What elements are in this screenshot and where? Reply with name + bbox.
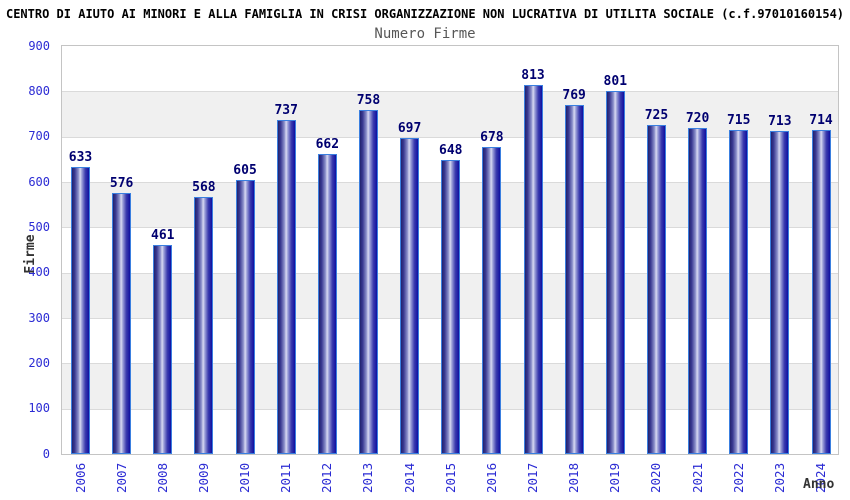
- y-tick-label-100: 100: [28, 401, 50, 416]
- x-tick-label-2016: 2016: [483, 462, 499, 493]
- y-tick-label-300: 300: [28, 310, 50, 325]
- x-tick-label-2012: 2012: [319, 462, 335, 493]
- x-tick-label-2015: 2015: [442, 462, 458, 493]
- bar-value-label: 648: [439, 143, 463, 159]
- bar-value-label: 662: [315, 136, 340, 152]
- bar-value-label: 633: [68, 150, 93, 166]
- bar-value-label: 461: [151, 228, 175, 243]
- bar-2008: [153, 245, 173, 454]
- background-band: [62, 91, 838, 137]
- x-tick-label-2007: 2007: [113, 462, 129, 493]
- plot-area: [61, 45, 839, 455]
- x-tick-label-2010: 2010: [237, 462, 253, 493]
- x-tick-label-2006: 2006: [72, 462, 88, 493]
- bar-2023: [770, 130, 790, 454]
- y-tick-label-200: 200: [28, 355, 50, 370]
- bar-2007: [112, 192, 132, 454]
- x-tick-label-2019: 2019: [607, 462, 623, 493]
- x-tick-label-2023: 2023: [771, 462, 787, 493]
- bar-value-label: 697: [397, 121, 422, 137]
- bar-2015: [441, 160, 461, 454]
- bar-2020: [646, 125, 666, 454]
- x-tick-label-2021: 2021: [689, 462, 705, 493]
- bar-2019: [605, 90, 625, 454]
- bar-value-label: 714: [809, 113, 833, 129]
- x-tick-label-2022: 2022: [730, 462, 746, 493]
- chart-subtitle: Numero Firme: [374, 26, 476, 42]
- y-tick-label-0: 0: [42, 446, 50, 461]
- bar-2024: [811, 130, 831, 454]
- background-band: [62, 46, 838, 92]
- bar-value-label: 813: [521, 68, 545, 84]
- bar-2021: [688, 127, 708, 454]
- bar-value-label: 801: [603, 73, 628, 89]
- y-tick-label-600: 600: [28, 174, 50, 189]
- bar-2014: [400, 138, 420, 454]
- bar-2012: [317, 153, 337, 454]
- bar-2022: [729, 129, 749, 454]
- bar-2011: [276, 119, 296, 454]
- bar-2009: [194, 196, 214, 454]
- bar-value-label: 713: [768, 113, 792, 129]
- x-tick-label-2009: 2009: [195, 462, 211, 493]
- y-axis-title: Firme: [23, 234, 38, 274]
- bar-value-label: 568: [192, 179, 216, 195]
- x-tick-label-2014: 2014: [401, 462, 417, 493]
- bar-2010: [235, 179, 255, 454]
- bar-value-label: 715: [726, 112, 751, 128]
- bar-value-label: 737: [274, 102, 298, 118]
- bar-value-label: 720: [685, 110, 710, 126]
- bar-2013: [358, 110, 378, 454]
- bar-2017: [523, 85, 543, 454]
- gridline: [62, 136, 838, 138]
- gridline: [62, 91, 838, 93]
- x-tick-label-2017: 2017: [525, 462, 541, 493]
- y-tick-label-500: 500: [28, 219, 50, 234]
- y-tick-label-700: 700: [28, 129, 50, 144]
- bar-value-label: 576: [109, 175, 134, 191]
- bar-2018: [564, 105, 584, 454]
- y-tick-label-800: 800: [28, 83, 50, 98]
- x-tick-label-2013: 2013: [360, 462, 376, 493]
- bar-value-label: 769: [562, 88, 586, 104]
- bar-value-label: 725: [644, 108, 669, 124]
- y-tick-label-900: 900: [28, 38, 50, 53]
- bar-2016: [482, 146, 502, 454]
- x-axis-title: Anno: [803, 477, 835, 492]
- x-tick-label-2008: 2008: [154, 462, 170, 493]
- bar-value-label: 758: [356, 93, 381, 109]
- x-tick-label-2020: 2020: [648, 462, 664, 493]
- x-tick-label-2018: 2018: [566, 462, 582, 493]
- x-tick-label-2011: 2011: [278, 462, 294, 493]
- chart-title: CENTRO DI AIUTO AI MINORI E ALLA FAMIGLI…: [5, 7, 845, 21]
- y-tick-label-400: 400: [28, 265, 50, 280]
- bar-value-label: 678: [480, 129, 504, 145]
- bar-value-label: 605: [233, 162, 257, 178]
- bar-2006: [71, 167, 90, 454]
